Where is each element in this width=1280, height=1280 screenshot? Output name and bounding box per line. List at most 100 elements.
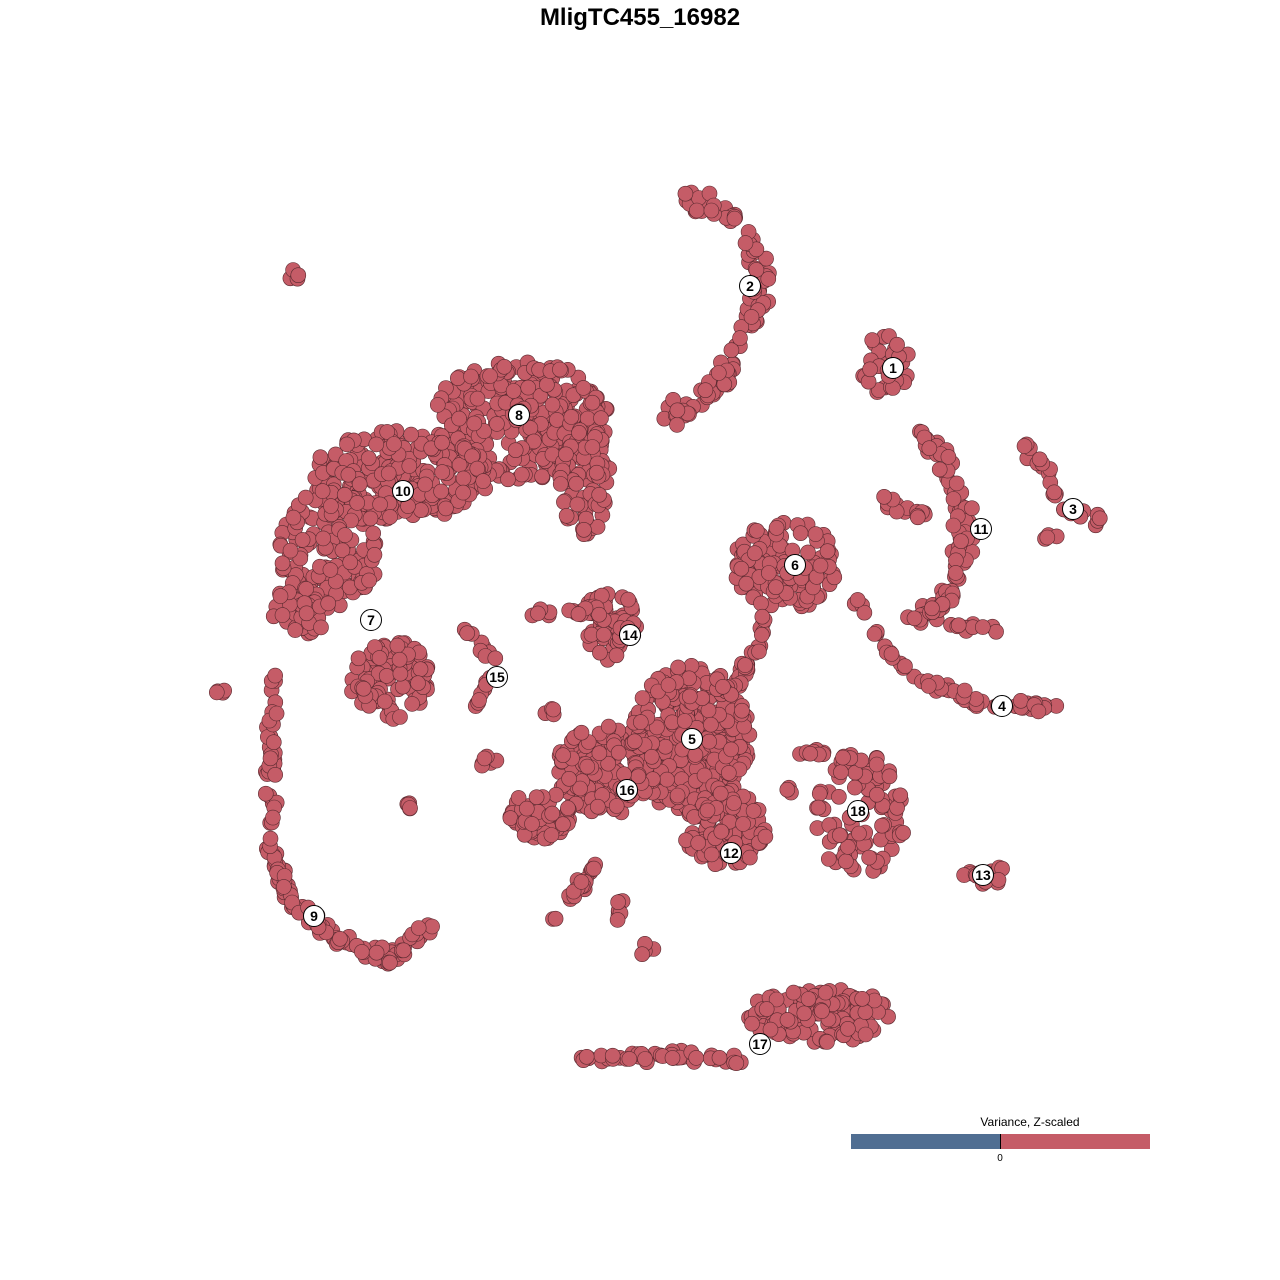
point bbox=[451, 410, 467, 427]
point bbox=[267, 766, 284, 783]
point bbox=[868, 756, 885, 773]
point bbox=[262, 830, 279, 847]
point bbox=[710, 365, 727, 381]
point bbox=[322, 562, 339, 578]
point bbox=[768, 991, 785, 1008]
point bbox=[713, 823, 730, 840]
point bbox=[313, 619, 329, 636]
point bbox=[569, 496, 586, 513]
point bbox=[754, 608, 771, 625]
cluster-label-text: 8 bbox=[515, 407, 523, 423]
point bbox=[720, 765, 737, 781]
point bbox=[610, 894, 626, 911]
point bbox=[475, 473, 492, 489]
point bbox=[410, 920, 427, 936]
point bbox=[274, 555, 291, 572]
cluster-label-text: 1 bbox=[889, 360, 897, 376]
point bbox=[634, 946, 650, 963]
cluster-label-5: 5 bbox=[681, 728, 703, 750]
point bbox=[753, 626, 770, 643]
point bbox=[466, 415, 483, 432]
point bbox=[588, 464, 605, 481]
point bbox=[861, 849, 877, 866]
cluster-label-10: 10 bbox=[392, 480, 414, 502]
point bbox=[712, 785, 729, 802]
point bbox=[738, 575, 755, 592]
point bbox=[379, 424, 396, 440]
point bbox=[737, 235, 754, 251]
point bbox=[323, 498, 339, 514]
cluster-label-marker bbox=[739, 275, 761, 297]
point bbox=[334, 542, 351, 559]
point bbox=[376, 693, 393, 710]
point bbox=[723, 741, 739, 758]
point bbox=[745, 803, 762, 819]
cluster-label-4: 4 bbox=[991, 695, 1013, 717]
point bbox=[889, 336, 905, 353]
cluster-label-marker bbox=[991, 695, 1013, 717]
point bbox=[372, 496, 388, 513]
point bbox=[591, 745, 608, 762]
cluster-label-text: 13 bbox=[975, 867, 991, 883]
point bbox=[688, 1050, 705, 1066]
point bbox=[637, 1051, 653, 1067]
point bbox=[368, 944, 385, 961]
point bbox=[591, 606, 607, 623]
point bbox=[760, 565, 777, 581]
point bbox=[909, 509, 926, 526]
point bbox=[595, 626, 612, 643]
cluster-label-text: 14 bbox=[622, 627, 638, 643]
point bbox=[272, 588, 289, 604]
cluster-label-marker bbox=[720, 842, 742, 864]
point bbox=[945, 491, 962, 507]
cluster-label-11: 11 bbox=[970, 518, 992, 540]
point bbox=[351, 476, 368, 493]
point bbox=[609, 912, 626, 928]
point bbox=[699, 802, 716, 819]
point bbox=[555, 816, 571, 833]
point bbox=[262, 750, 279, 767]
point bbox=[931, 461, 948, 478]
point bbox=[320, 595, 337, 612]
point bbox=[876, 488, 892, 505]
point bbox=[518, 800, 535, 817]
point bbox=[988, 623, 1004, 640]
point bbox=[438, 500, 454, 517]
cluster-label-marker bbox=[784, 554, 806, 576]
point bbox=[496, 358, 513, 375]
point bbox=[354, 944, 370, 960]
point bbox=[547, 910, 564, 927]
point bbox=[670, 659, 686, 676]
point bbox=[659, 771, 675, 788]
point bbox=[833, 764, 849, 781]
point bbox=[677, 185, 694, 202]
point bbox=[382, 509, 398, 525]
legend-negative-segment bbox=[851, 1134, 1001, 1149]
point bbox=[762, 1021, 779, 1038]
point bbox=[1031, 451, 1048, 468]
point bbox=[365, 525, 382, 542]
point bbox=[657, 738, 674, 755]
point bbox=[735, 816, 751, 832]
point bbox=[920, 678, 937, 694]
point bbox=[779, 781, 796, 798]
point bbox=[947, 565, 964, 581]
point bbox=[528, 789, 545, 806]
point bbox=[575, 380, 592, 396]
point bbox=[290, 267, 307, 284]
point bbox=[744, 1015, 760, 1032]
cluster-label-text: 3 bbox=[1069, 501, 1077, 517]
point bbox=[800, 991, 817, 1007]
point bbox=[265, 809, 281, 826]
point bbox=[726, 210, 743, 227]
point bbox=[314, 483, 331, 499]
point bbox=[1030, 703, 1047, 720]
cluster-label-marker bbox=[970, 518, 992, 540]
cluster-label-marker bbox=[303, 905, 325, 927]
point bbox=[866, 626, 883, 642]
point bbox=[814, 1003, 830, 1019]
point bbox=[530, 605, 546, 622]
point bbox=[392, 709, 408, 725]
cluster-label-marker bbox=[616, 779, 638, 801]
point bbox=[831, 788, 847, 805]
